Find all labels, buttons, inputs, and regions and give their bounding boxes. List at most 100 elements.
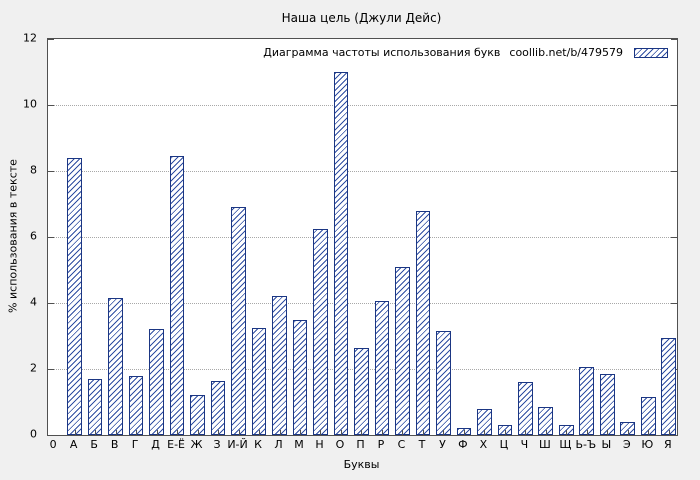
x-tick-mark bbox=[74, 430, 76, 435]
x-tick-label-Ю: Ю bbox=[641, 438, 654, 451]
bar-Б bbox=[87, 378, 103, 435]
x-tick-mark bbox=[300, 430, 301, 435]
x-tick-label-А: А bbox=[69, 438, 78, 451]
x-tick-label-Ф: Ф bbox=[458, 438, 468, 451]
bar-С bbox=[395, 266, 410, 435]
x-tick-labels: А Б В Г Д Е-Ё Ж З И-Й К Л М Н О П Р С Т У Ф Х Ц Ч Ш Щ Ь-Ъ Ы Э Ю Я 0 bbox=[47, 438, 676, 452]
x-tick-mark bbox=[627, 430, 629, 435]
x-tick-label-Ж: Ж bbox=[190, 438, 203, 451]
x-tick-mark bbox=[340, 430, 342, 435]
x-tick-mark bbox=[422, 430, 424, 435]
x-tick-mark bbox=[668, 430, 670, 435]
bar-Е-Ё bbox=[169, 156, 185, 435]
y-tick-mark bbox=[671, 435, 677, 436]
y-tick-mark bbox=[671, 104, 677, 106]
x-tick-label-origin: 0 bbox=[49, 438, 57, 451]
x-tick-mark bbox=[402, 430, 404, 435]
y-tick-mark bbox=[671, 237, 677, 238]
x-tick-label-Я: Я bbox=[663, 438, 672, 451]
x-tick-label-Ш: Ш bbox=[538, 438, 551, 451]
x-tick-label-В: В bbox=[110, 438, 119, 451]
x-tick-mark bbox=[361, 430, 363, 435]
bar-А bbox=[67, 157, 82, 435]
x-tick-label-Е-Ё: Е-Ё bbox=[167, 438, 186, 451]
x-axis-label: Буквы bbox=[343, 458, 380, 471]
x-tick-label-Г: Г bbox=[131, 438, 139, 451]
bar-Ч bbox=[518, 382, 533, 435]
y-tick-mark bbox=[48, 39, 54, 40]
y-tick-mark bbox=[48, 237, 54, 238]
x-tick-mark bbox=[156, 430, 158, 435]
x-tick-mark bbox=[259, 430, 261, 435]
x-tick-mark bbox=[504, 430, 506, 435]
x-tick-mark bbox=[443, 430, 445, 435]
chart-title: Наша цель (Джули Дейс) bbox=[281, 11, 442, 25]
y-tick-mark bbox=[671, 39, 677, 40]
plot-area: Диаграмма частоты использования букв coo… bbox=[47, 38, 678, 436]
bar-Ю bbox=[640, 397, 656, 435]
y-tick-mark bbox=[671, 302, 677, 304]
bar-Д bbox=[149, 329, 164, 435]
bar-О bbox=[333, 72, 349, 435]
x-tick-mark bbox=[648, 430, 650, 435]
bar-М bbox=[292, 319, 308, 435]
x-tick-label-Ь-Ъ: Ь-Ъ bbox=[575, 438, 597, 451]
x-tick-label-П: П bbox=[356, 438, 365, 451]
gridline-y8 bbox=[48, 170, 677, 172]
y-tick-mark bbox=[48, 435, 54, 436]
bar-Х bbox=[477, 408, 492, 435]
x-tick-label-Л: Л bbox=[274, 438, 283, 451]
x-tick-label-Б: Б bbox=[90, 438, 98, 451]
x-tick-mark bbox=[218, 430, 220, 435]
bar-П bbox=[354, 347, 369, 435]
x-tick-mark bbox=[545, 430, 547, 435]
x-tick-label-О: О bbox=[335, 438, 345, 451]
x-tick-mark bbox=[197, 430, 199, 435]
y-tick-labels: 0 2 4 6 8 10 12 bbox=[0, 32, 41, 441]
y-tick-mark bbox=[671, 170, 677, 172]
x-tick-mark bbox=[238, 430, 240, 435]
y-tick-label: 12 bbox=[23, 31, 37, 45]
x-tick-label-Щ: Щ bbox=[559, 438, 572, 451]
x-tick-mark bbox=[279, 430, 281, 435]
x-tick-label-Ц: Ц bbox=[499, 438, 509, 451]
x-tick-mark bbox=[115, 430, 117, 435]
x-tick-label-Х: Х bbox=[479, 438, 488, 451]
bar-К bbox=[251, 327, 267, 435]
x-tick-mark bbox=[381, 430, 383, 435]
x-tick-mark bbox=[586, 430, 588, 435]
y-tick-label: 8 bbox=[30, 163, 37, 177]
bar-З bbox=[210, 380, 226, 435]
x-tick-mark bbox=[607, 430, 609, 435]
y-tick-label: 6 bbox=[30, 229, 37, 243]
bar-Ы bbox=[599, 373, 615, 435]
legend: Диаграмма частоты использования букв coo… bbox=[263, 46, 668, 59]
x-tick-label-З: З bbox=[213, 438, 221, 451]
x-tick-label-Т: Т bbox=[418, 438, 426, 451]
y-tick-label: 0 bbox=[30, 427, 37, 441]
bar-Ж bbox=[190, 395, 205, 435]
bar-Г bbox=[128, 375, 144, 435]
y-tick-label: 4 bbox=[30, 295, 37, 309]
x-tick-label-Н: Н bbox=[315, 438, 324, 451]
x-tick-mark bbox=[463, 430, 465, 435]
x-tick-label-У: У bbox=[439, 438, 446, 451]
y-tick-mark bbox=[48, 369, 54, 370]
x-tick-label-И-Й: И-Й bbox=[227, 438, 248, 451]
x-tick-label-Ч: Ч bbox=[520, 438, 529, 451]
bar-Т bbox=[415, 210, 431, 435]
bar-Н bbox=[313, 228, 328, 435]
bar-Р bbox=[374, 301, 390, 435]
legend-swatch bbox=[634, 47, 668, 58]
x-tick-mark bbox=[95, 430, 97, 435]
bar-Ь-Ъ bbox=[579, 367, 595, 435]
x-tick-mark bbox=[566, 430, 568, 435]
legend-source: coollib.net/b/479579 bbox=[509, 46, 623, 59]
x-tick-mark bbox=[177, 430, 179, 435]
bar-Я bbox=[661, 337, 677, 435]
x-tick-label-Ы: Ы bbox=[601, 438, 612, 451]
x-tick-mark bbox=[484, 430, 486, 435]
legend-label: Диаграмма частоты использования букв bbox=[263, 46, 501, 59]
gridline-y4 bbox=[48, 302, 677, 304]
